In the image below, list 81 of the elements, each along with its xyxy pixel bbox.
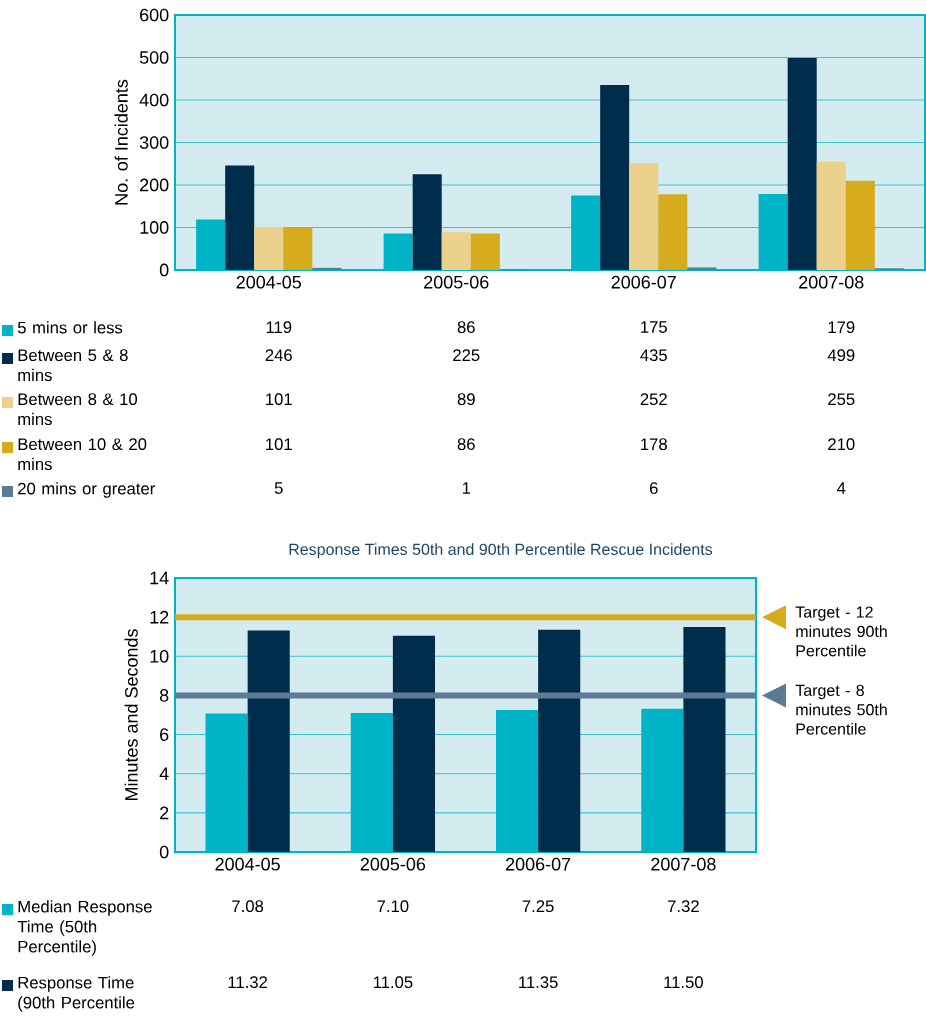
y-tick-label: 100 — [140, 221, 169, 234]
data-label: 86 — [457, 321, 475, 334]
bar — [392, 635, 435, 852]
y-tick-label: 200 — [140, 178, 169, 192]
x-tick-label: 2005-06 — [360, 857, 426, 871]
x-tick-label: 2005-06 — [424, 275, 489, 289]
y-tick-label: 10 — [150, 649, 169, 663]
legend-label: 20 mins or greater — [18, 482, 155, 498]
data-label: 499 — [827, 349, 855, 362]
data-label: 101 — [266, 438, 292, 451]
chart-title: Response Times 50th and 90th Percentile Rescue Incidents — [289, 543, 713, 559]
data-label: 252 — [640, 393, 667, 406]
y-tick-label: 300 — [139, 136, 169, 149]
data-label: 1 — [462, 482, 471, 494]
y-tick-label: 600 — [140, 8, 169, 22]
bar — [600, 85, 630, 270]
data-label: 7.08 — [232, 900, 264, 913]
x-tick-label: 2007-08 — [651, 857, 716, 871]
bar — [538, 629, 581, 852]
bar — [247, 630, 290, 852]
ref-line-label: Target - 12 minutes 90th Percentile — [795, 606, 887, 657]
legend-label: Between 8 & 10 mins — [18, 393, 138, 426]
x-tick-label: 2004-05 — [236, 275, 302, 289]
data-label: 89 — [457, 393, 475, 406]
bar — [683, 626, 726, 852]
data-label: 119 — [266, 321, 292, 334]
data-label: 246 — [265, 349, 292, 362]
x-tick-label: 2004-05 — [215, 857, 280, 871]
x-tick-label: 2007-08 — [799, 275, 864, 289]
ref-line-label: Target - 8 minutes 50th Percentile — [795, 684, 887, 735]
y-tick-label: 14 — [150, 571, 169, 585]
data-label: 86 — [457, 438, 475, 451]
data-label: 175 — [641, 321, 667, 333]
data-label: 178 — [641, 438, 667, 451]
data-label: 225 — [453, 349, 480, 362]
y-tick-label: 6 — [160, 728, 169, 741]
data-label: 11.32 — [228, 976, 268, 989]
legend-label: Median Response Time (50th Percentile) — [17, 900, 152, 956]
data-label: 6 — [649, 482, 658, 495]
bar — [470, 233, 500, 270]
legend-label: Between 10 & 20 mins — [18, 438, 147, 471]
y-tick-label: 0 — [159, 845, 169, 859]
data-label: 11.50 — [664, 976, 703, 989]
bar — [845, 180, 875, 270]
data-label: 179 — [828, 321, 855, 334]
bar — [225, 165, 255, 270]
legend-label: Between 5 & 8 mins — [18, 349, 128, 382]
data-label: 101 — [266, 393, 292, 406]
bar — [816, 161, 846, 270]
data-label: 5 — [274, 482, 283, 494]
y-tick-label: 4 — [159, 767, 169, 780]
data-label: 7.25 — [522, 900, 554, 913]
bar — [629, 162, 659, 270]
data-label: 435 — [640, 349, 667, 362]
y-tick-label: 0 — [159, 263, 169, 277]
bar — [254, 227, 284, 270]
y-axis-title: Minutes and Seconds — [124, 629, 138, 801]
data-label: 210 — [828, 438, 855, 451]
data-label: 4 — [837, 482, 846, 494]
y-tick-label: 12 — [150, 610, 169, 624]
y-tick-label: 500 — [139, 51, 169, 64]
x-tick-label: 2006-07 — [611, 275, 676, 289]
legend-label: 5 mins or less — [17, 321, 123, 334]
y-axis-title: No. of Incidents — [114, 79, 128, 205]
bar — [787, 57, 817, 270]
legend-label: Response Time (90th Percentile — [18, 976, 135, 1012]
bar — [441, 232, 471, 270]
x-tick-label: 2006-07 — [506, 857, 571, 871]
bar — [312, 267, 342, 270]
bar — [283, 227, 313, 270]
bar — [412, 174, 442, 270]
y-tick-label: 400 — [139, 93, 169, 107]
bar — [658, 194, 688, 270]
data-label: 11.35 — [519, 976, 558, 989]
data-label: 11.05 — [373, 976, 413, 989]
data-label: 7.32 — [668, 900, 699, 913]
bar — [687, 267, 717, 270]
y-tick-label: 2 — [160, 806, 169, 820]
data-label: 255 — [828, 393, 855, 406]
data-label: 7.10 — [377, 900, 409, 913]
y-tick-label: 8 — [159, 689, 169, 702]
